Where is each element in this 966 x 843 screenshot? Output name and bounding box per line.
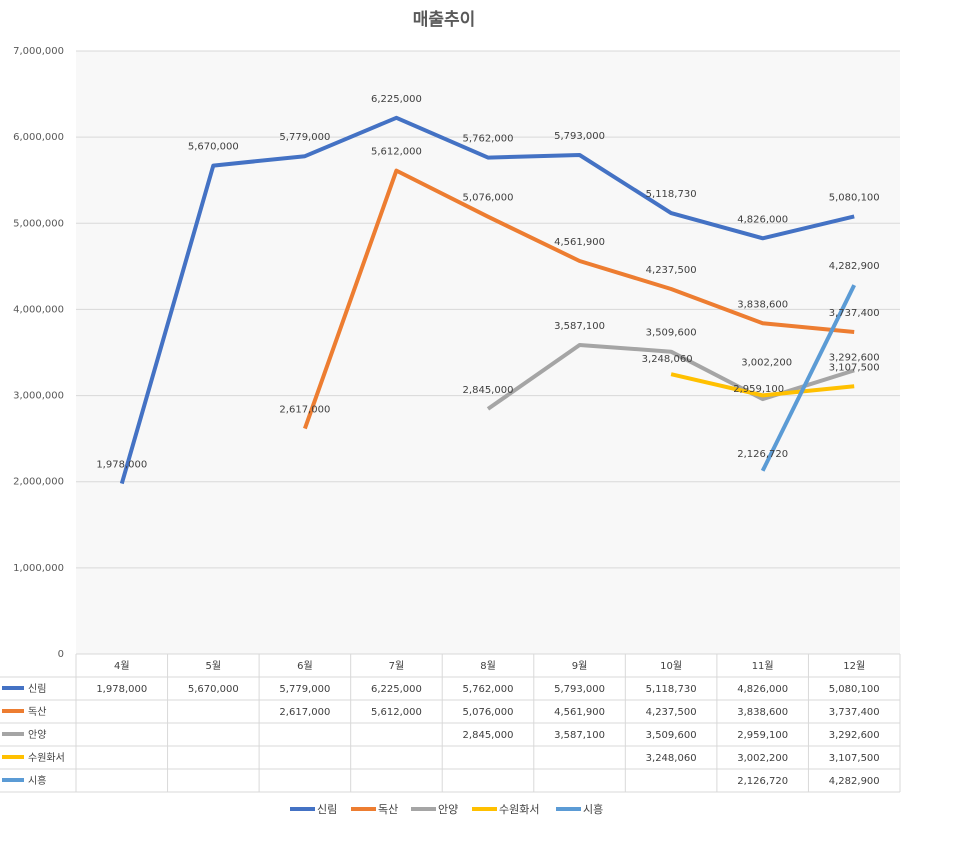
table-cell: 5,612,000	[371, 707, 422, 718]
table-cell: 4,561,900	[554, 707, 605, 718]
series-lines	[119, 115, 856, 485]
data-label: 5,080,100	[829, 192, 880, 203]
table-cell: 2,617,000	[279, 707, 330, 718]
table-cell: 3,292,600	[829, 730, 880, 741]
table-cell: 5,080,100	[829, 684, 880, 695]
plot-area	[76, 51, 900, 654]
y-tick-label: 1,000,000	[13, 563, 64, 574]
data-label: 6,225,000	[371, 94, 422, 105]
table-series-name: 수원화서	[28, 752, 65, 764]
table-cell: 3,002,200	[737, 753, 788, 764]
x-category-label: 12월	[843, 660, 865, 672]
series-line-5	[760, 284, 856, 472]
table-cell: 3,737,400	[829, 707, 880, 718]
x-category-label: 10월	[660, 660, 682, 672]
table-series-name: 시흥	[28, 774, 46, 787]
x-category-label: 4월	[114, 660, 130, 672]
data-label: 2,959,100	[733, 384, 784, 395]
x-category-label: 7월	[389, 660, 405, 672]
y-tick-label: 2,000,000	[13, 477, 64, 488]
table-cell: 3,509,600	[646, 730, 697, 741]
series-line-4	[670, 372, 855, 398]
table-cell: 6,225,000	[371, 684, 422, 695]
y-tick-label: 5,000,000	[13, 218, 64, 229]
y-tick-label: 7,000,000	[13, 46, 64, 57]
data-label: 5,612,000	[371, 147, 422, 158]
legend-label: 안양	[438, 803, 458, 816]
table-cell: 5,779,000	[279, 684, 330, 695]
table-cell: 4,237,500	[646, 707, 697, 718]
data-label: 3,002,200	[741, 357, 792, 368]
data-label: 3,107,500	[829, 362, 880, 373]
x-category-label: 8월	[480, 660, 496, 672]
data-label: 4,282,900	[829, 261, 880, 272]
x-category-label: 11월	[752, 660, 774, 672]
data-label: 3,509,600	[646, 328, 697, 339]
table-cell: 2,126,720	[737, 776, 788, 787]
table-cell: 2,845,000	[463, 730, 514, 741]
table-series-name: 독산	[28, 706, 46, 718]
table-cell: 4,282,900	[829, 776, 880, 787]
table-cell: 4,826,000	[737, 684, 788, 695]
data-label: 4,561,900	[554, 237, 605, 248]
table-series-name: 신림	[28, 683, 46, 695]
series-line-2	[303, 168, 855, 430]
series-line-3	[486, 343, 855, 411]
data-label: 3,248,060	[642, 354, 693, 365]
data-label: 2,845,000	[463, 385, 514, 396]
y-tick-label: 6,000,000	[13, 132, 64, 143]
x-category-label: 9월	[572, 660, 588, 672]
y-tick-label: 3,000,000	[13, 391, 64, 402]
data-label: 3,737,400	[829, 308, 880, 319]
legend-label: 수원화서	[499, 803, 539, 816]
y-axis: 0 1,000,000 2,000,000 3,000,000 4,000,000 5,0…	[13, 46, 64, 660]
table-cell: 1,978,000	[96, 684, 147, 695]
series-line-1	[119, 115, 855, 485]
data-label: 1,978,000	[96, 460, 147, 471]
data-label: 5,076,000	[463, 193, 514, 204]
table-cell: 3,587,100	[554, 730, 605, 741]
data-label: 3,292,600	[829, 352, 880, 363]
table-cell: 3,838,600	[737, 707, 788, 718]
data-label: 3,587,100	[554, 321, 605, 332]
legend: 신림 독산 안양 수원화서 시흥	[290, 802, 603, 816]
legend-label: 시흥	[583, 802, 603, 816]
data-label: 5,793,000	[554, 131, 605, 142]
table-cell: 5,118,730	[646, 684, 697, 695]
data-label: 2,617,000	[279, 405, 330, 416]
x-category-label: 6월	[297, 660, 313, 672]
table-cell: 5,670,000	[188, 684, 239, 695]
table-series-name: 안양	[28, 729, 46, 741]
data-label: 5,670,000	[188, 142, 239, 153]
y-tick-label: 0	[58, 649, 64, 660]
legend-label: 독산	[378, 803, 398, 816]
data-label: 5,762,000	[463, 134, 514, 145]
table-cell: 5,793,000	[554, 684, 605, 695]
data-label: 2,126,720	[737, 449, 788, 460]
legend-label: 신림	[317, 803, 337, 816]
table-cell: 5,076,000	[463, 707, 514, 718]
table-cell: 3,107,500	[829, 753, 880, 764]
y-tick-label: 4,000,000	[13, 304, 64, 315]
table-cell: 5,762,000	[463, 684, 514, 695]
table-cell: 2,959,100	[737, 730, 788, 741]
data-label: 5,779,000	[279, 132, 330, 143]
data-labels: 1,978,000 5,670,000 5,779,000 6,225,000 5,76…	[96, 94, 879, 471]
x-category-label: 5월	[206, 660, 222, 672]
table-cell: 3,248,060	[646, 753, 697, 764]
data-label: 4,237,500	[646, 265, 697, 276]
data-label: 3,838,600	[737, 299, 788, 310]
chart-title: 매출추이	[413, 10, 476, 30]
data-label: 5,118,730	[646, 189, 697, 200]
data-label: 4,826,000	[737, 214, 788, 225]
